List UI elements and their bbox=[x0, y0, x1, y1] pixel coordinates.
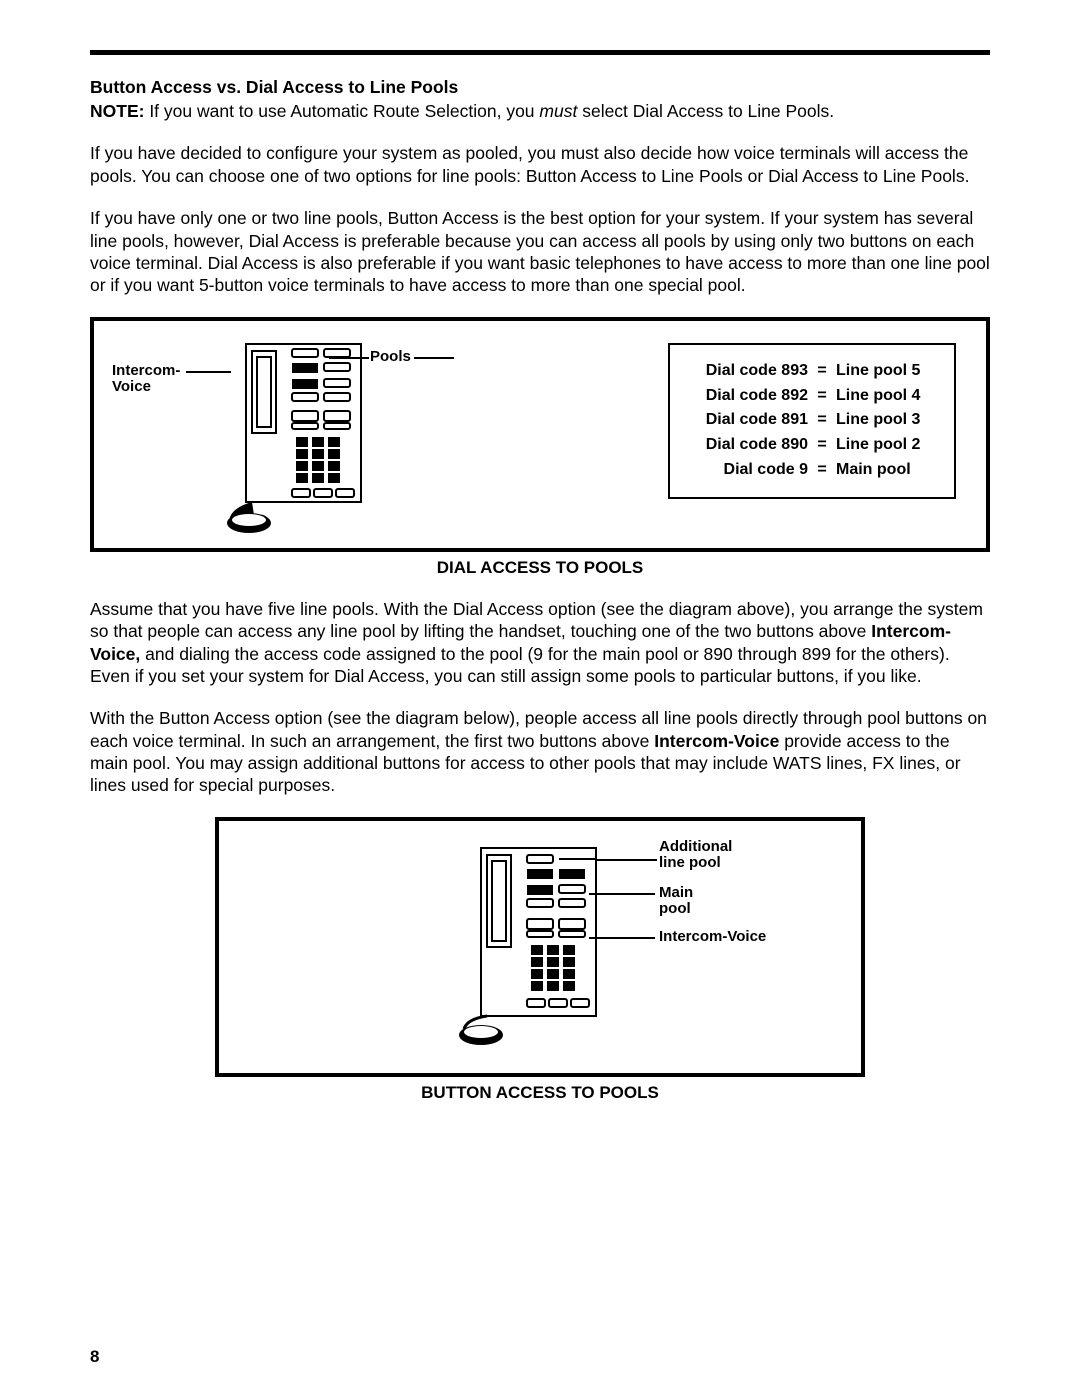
paragraph-3: If you have only one or two line pools, … bbox=[90, 207, 990, 297]
code-rhs: Line pool 3 bbox=[836, 408, 936, 433]
text: Assume that you have five line pools. Wi… bbox=[90, 599, 983, 641]
note-paragraph: NOTE: If you want to use Automatic Route… bbox=[90, 100, 990, 122]
table-row: Dial code 892 = Line pool 4 bbox=[688, 384, 936, 409]
bold-text: Intercom-Voice bbox=[654, 731, 779, 751]
label-intercom-voice: Intercom-Voice bbox=[659, 929, 766, 946]
figure-caption: DIAL ACCESS TO POOLS bbox=[90, 558, 990, 578]
code-lhs: Dial code 891 bbox=[688, 408, 808, 433]
label-main-pool: Main pool bbox=[659, 885, 693, 918]
leader-line bbox=[414, 357, 454, 359]
equals-sign: = bbox=[808, 433, 836, 458]
text: and dialing the access code assigned to … bbox=[90, 644, 950, 686]
dial-code-table: Dial code 893 = Line pool 5 Dial code 89… bbox=[668, 343, 956, 499]
code-lhs: Dial code 890 bbox=[688, 433, 808, 458]
figure-caption: BUTTON ACCESS TO POOLS bbox=[90, 1083, 990, 1103]
page-number: 8 bbox=[90, 1347, 99, 1367]
table-row: Dial code 891 = Line pool 3 bbox=[688, 408, 936, 433]
leader-line bbox=[589, 937, 655, 939]
header-rule bbox=[90, 50, 990, 55]
figure-dial-access: Intercom- Voice Pools bbox=[90, 317, 990, 552]
note-label: NOTE: bbox=[90, 101, 144, 121]
code-lhs: Dial code 9 bbox=[688, 458, 808, 483]
note-italic: must bbox=[539, 101, 577, 121]
label-intercom-voice: Intercom- Voice bbox=[112, 363, 180, 396]
equals-sign: = bbox=[808, 458, 836, 483]
equals-sign: = bbox=[808, 408, 836, 433]
paragraph-2: If you have decided to configure your sy… bbox=[90, 142, 990, 187]
phone-icon bbox=[459, 843, 604, 1048]
leader-line bbox=[597, 859, 657, 861]
figure-button-access: Additional line pool Main pool Intercom-… bbox=[215, 817, 865, 1077]
code-lhs: Dial code 893 bbox=[688, 359, 808, 384]
note-text-b: select Dial Access to Line Pools. bbox=[577, 101, 834, 121]
code-rhs: Line pool 4 bbox=[836, 384, 936, 409]
phone-icon bbox=[224, 339, 369, 534]
code-rhs: Main pool bbox=[836, 458, 936, 483]
code-rhs: Line pool 2 bbox=[836, 433, 936, 458]
table-row: Dial code 893 = Line pool 5 bbox=[688, 359, 936, 384]
paragraph-5: With the Button Access option (see the d… bbox=[90, 707, 990, 797]
label-pools: Pools bbox=[370, 349, 411, 366]
section-heading: Button Access vs. Dial Access to Line Po… bbox=[90, 77, 990, 98]
table-row: Dial code 890 = Line pool 2 bbox=[688, 433, 936, 458]
paragraph-4: Assume that you have five line pools. Wi… bbox=[90, 598, 990, 688]
note-text-a: If you want to use Automatic Route Selec… bbox=[144, 101, 539, 121]
leader-line bbox=[589, 893, 655, 895]
equals-sign: = bbox=[808, 384, 836, 409]
table-row: Dial code 9 = Main pool bbox=[688, 458, 936, 483]
code-lhs: Dial code 892 bbox=[688, 384, 808, 409]
code-rhs: Line pool 5 bbox=[836, 359, 936, 384]
label-additional-pool: Additional line pool bbox=[659, 839, 732, 872]
equals-sign: = bbox=[808, 359, 836, 384]
